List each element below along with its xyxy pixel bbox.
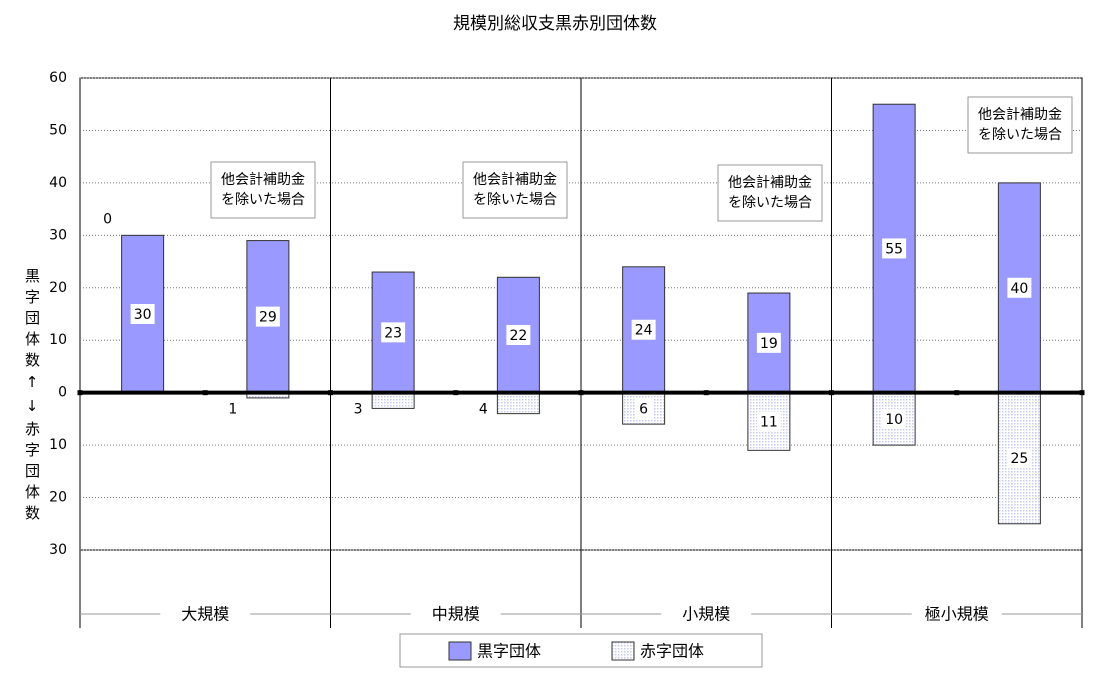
annotation-text: を除いた場合 bbox=[473, 192, 557, 208]
annotation-box bbox=[462, 161, 568, 219]
y-tick-label: 30 bbox=[49, 227, 67, 243]
group-label: 極小規模 bbox=[925, 605, 989, 624]
label-box bbox=[506, 324, 531, 345]
data-label: 3 bbox=[354, 402, 363, 418]
label-box bbox=[882, 238, 907, 259]
annotation-text: を除いた場合 bbox=[221, 192, 305, 208]
legend-label: 赤字団体 bbox=[640, 642, 704, 661]
data-label: 10 bbox=[885, 412, 903, 428]
y-tick-label: 0 bbox=[58, 385, 67, 401]
y-tick-label: 30 bbox=[49, 542, 67, 558]
data-label: 1 bbox=[228, 402, 237, 418]
label-box bbox=[381, 322, 406, 343]
annotation-box bbox=[717, 164, 823, 222]
y-tick-label: 10 bbox=[49, 332, 67, 348]
annotation-text: を除いた場合 bbox=[728, 195, 812, 211]
annotation-text: 他会計補助金 bbox=[978, 107, 1062, 123]
legend-label: 黒字団体 bbox=[477, 642, 541, 661]
data-label: 40 bbox=[1010, 281, 1028, 297]
data-label: 24 bbox=[635, 323, 653, 339]
axis-tick bbox=[202, 390, 208, 396]
data-label: 29 bbox=[259, 310, 277, 326]
label-box bbox=[130, 304, 155, 324]
group-label: 大規模 bbox=[181, 605, 229, 624]
y-axis-label: 黒字団体数↑↓赤字団体数 bbox=[23, 268, 41, 526]
label-bg bbox=[410, 604, 501, 624]
data-label: 4 bbox=[479, 402, 488, 418]
deficit-bar bbox=[496, 392, 540, 415]
group-label: 中規模 bbox=[432, 605, 480, 624]
axis-tick bbox=[453, 390, 459, 396]
deficit-bar bbox=[371, 392, 415, 409]
axis-tick bbox=[1079, 390, 1085, 396]
data-label: 55 bbox=[885, 241, 903, 257]
label-box bbox=[255, 306, 280, 327]
annotation-text: 他会計補助金 bbox=[473, 172, 557, 188]
data-label: 0 bbox=[103, 211, 112, 227]
label-box bbox=[1007, 277, 1032, 298]
data-label: 25 bbox=[1010, 451, 1028, 467]
label-box bbox=[756, 332, 781, 353]
axis-tick bbox=[328, 390, 333, 396]
data-label: 23 bbox=[384, 325, 402, 341]
label-box bbox=[634, 398, 653, 419]
label-box bbox=[631, 319, 656, 340]
chart-title: 規模別総収支黒赤別団体数 bbox=[453, 14, 657, 34]
y-tick-label: 50 bbox=[49, 122, 67, 138]
annotation-box bbox=[967, 96, 1073, 154]
axis-tick bbox=[954, 390, 960, 396]
data-label: 30 bbox=[134, 307, 152, 323]
data-label: 22 bbox=[509, 328, 527, 344]
y-tick-label: 20 bbox=[49, 280, 67, 296]
data-label: 19 bbox=[760, 336, 778, 352]
axis-tick bbox=[578, 390, 584, 396]
legend-swatch bbox=[611, 641, 635, 661]
axis-tick bbox=[703, 390, 709, 396]
axis-tick bbox=[829, 390, 834, 396]
axis-tick bbox=[77, 390, 83, 396]
label-box bbox=[882, 408, 907, 429]
data-label: 11 bbox=[760, 415, 778, 431]
annotation-box bbox=[210, 161, 316, 219]
group-label: 小規模 bbox=[682, 605, 730, 624]
annotation-text: 他会計補助金 bbox=[728, 175, 812, 191]
label-bg bbox=[661, 604, 752, 624]
y-tick-label: 10 bbox=[49, 437, 67, 453]
y-tick-label: 60 bbox=[49, 70, 67, 86]
label-box bbox=[1007, 448, 1032, 469]
label-bg bbox=[160, 604, 251, 624]
data-label: 6 bbox=[639, 401, 648, 417]
annotation-text: 他会計補助金 bbox=[221, 172, 305, 188]
y-tick-label: 40 bbox=[49, 175, 67, 191]
label-bg bbox=[911, 604, 1002, 624]
y-tick-label: 20 bbox=[49, 490, 67, 506]
annotation-text: を除いた場合 bbox=[978, 127, 1062, 143]
legend-swatch bbox=[448, 641, 472, 661]
label-box bbox=[756, 411, 781, 432]
